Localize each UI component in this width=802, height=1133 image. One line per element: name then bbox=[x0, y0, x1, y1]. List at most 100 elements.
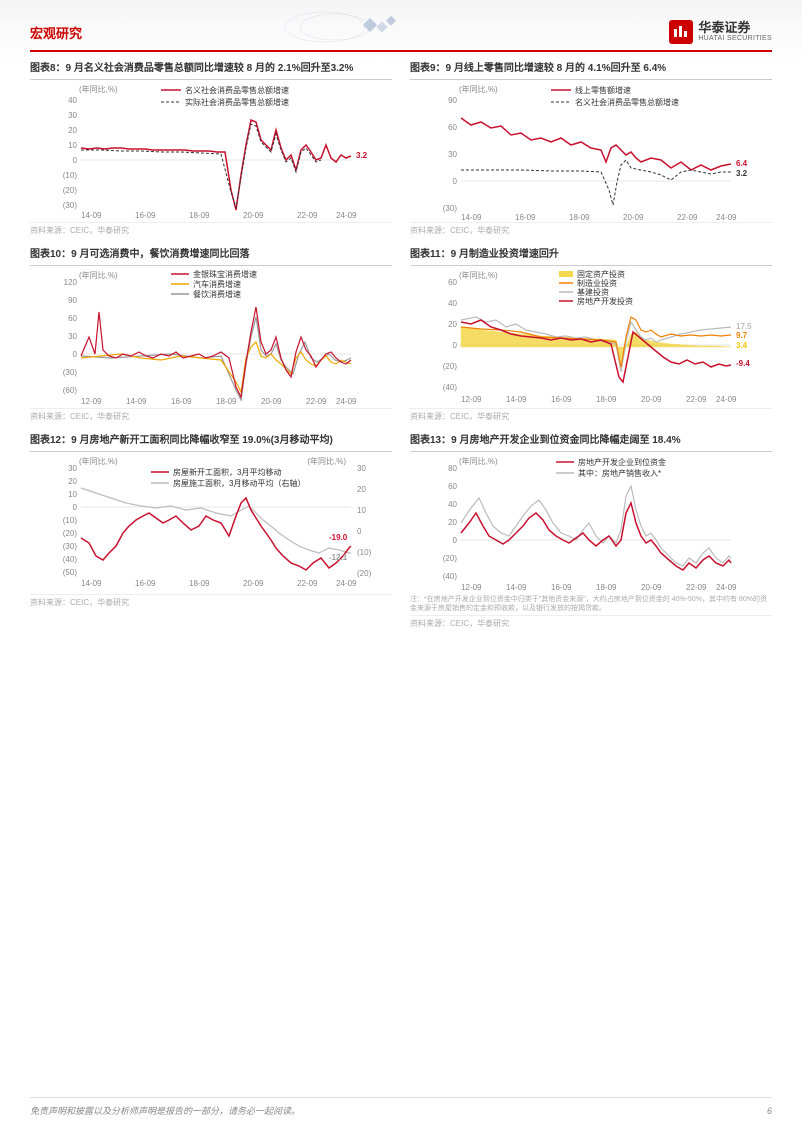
chart-title: 图表10：9 月可选消费中，餐饮消费增速同比回落 bbox=[30, 248, 392, 266]
end-label: 6.4 bbox=[736, 159, 748, 168]
chart-10: 图表10：9 月可选消费中，餐饮消费增速同比回落 (年同比,%) 金银珠宝消费增… bbox=[30, 248, 392, 422]
y-label: (年同比,%) bbox=[459, 270, 498, 280]
svg-text:(10): (10) bbox=[63, 516, 78, 525]
svg-text:18-09: 18-09 bbox=[596, 583, 617, 592]
svg-text:(20): (20) bbox=[443, 554, 458, 563]
source: 资料来源：CEIC，华泰研究 bbox=[30, 408, 392, 422]
svg-text:24-09: 24-09 bbox=[336, 579, 357, 588]
x-axis: 14-09 16-09 18-09 20-09 22-09 24-09 bbox=[81, 211, 357, 220]
svg-text:30: 30 bbox=[448, 150, 457, 159]
svg-text:(10): (10) bbox=[63, 171, 78, 180]
svg-text:18-09: 18-09 bbox=[569, 213, 590, 220]
svg-text:(40): (40) bbox=[63, 555, 78, 564]
svg-text:(40): (40) bbox=[443, 383, 458, 392]
legend: 基建投资 bbox=[577, 287, 609, 297]
chart-title: 图表12：9 月房地产新开工面积同比降幅收窄至 19.0%(3月移动平均) bbox=[30, 434, 392, 452]
svg-text:(30): (30) bbox=[63, 201, 78, 210]
series-1 bbox=[81, 307, 351, 397]
svg-text:20-09: 20-09 bbox=[641, 395, 662, 404]
svg-text:(50): (50) bbox=[63, 568, 78, 577]
series-2 bbox=[461, 160, 731, 205]
svg-text:(30): (30) bbox=[443, 204, 458, 213]
svg-text:(60): (60) bbox=[63, 386, 78, 395]
end-label: 17.5 bbox=[736, 322, 752, 331]
svg-text:22-09: 22-09 bbox=[306, 397, 327, 406]
charts-grid: 图表8：9 月名义社会消费品零售总额同比增速较 8 月的 2.1%回升至3.2%… bbox=[30, 62, 772, 629]
svg-text:60: 60 bbox=[448, 278, 457, 287]
svg-text:10: 10 bbox=[68, 490, 77, 499]
svg-text:16-09: 16-09 bbox=[515, 213, 536, 220]
legend: 金银珠宝消费增速 bbox=[193, 269, 257, 279]
svg-text:14-09: 14-09 bbox=[81, 579, 102, 588]
svg-text:(20): (20) bbox=[63, 186, 78, 195]
svg-text:0: 0 bbox=[357, 527, 362, 536]
svg-text:22-09: 22-09 bbox=[297, 579, 318, 588]
svg-text:30: 30 bbox=[357, 464, 366, 473]
legend: 名义社会消费品零售总额增速 bbox=[575, 97, 679, 107]
legend: 线上零售额增速 bbox=[575, 85, 631, 95]
series-2 bbox=[81, 342, 351, 392]
svg-text:20: 20 bbox=[68, 477, 77, 486]
chart-title: 图表9：9 月线上零售同比增速较 8 月的 4.1%回升至 6.4% bbox=[410, 62, 772, 80]
chart-title: 图表8：9 月名义社会消费品零售总额同比增速较 8 月的 2.1%回升至3.2% bbox=[30, 62, 392, 80]
svg-text:14-09: 14-09 bbox=[506, 583, 527, 592]
svg-text:(20): (20) bbox=[63, 529, 78, 538]
svg-text:14-09: 14-09 bbox=[81, 211, 102, 220]
chart-area: (年同比,%) 房地产开发企业到位资金 其中：房地产销售收入* 80 60 40… bbox=[410, 454, 772, 592]
chart-13: 图表13：9 月房地产开发企业到位资金同比降幅走阔至 18.4% (年同比,%)… bbox=[410, 434, 772, 629]
svg-text:20: 20 bbox=[357, 485, 366, 494]
svg-text:90: 90 bbox=[448, 96, 457, 105]
y-label: (年同比,%) bbox=[79, 84, 118, 94]
svg-text:(40): (40) bbox=[443, 572, 458, 581]
chart-title: 图表11：9 月制造业投资增速回升 bbox=[410, 248, 772, 266]
svg-text:(20): (20) bbox=[357, 569, 372, 578]
svg-text:16-09: 16-09 bbox=[135, 579, 156, 588]
svg-text:0: 0 bbox=[73, 503, 78, 512]
svg-text:0: 0 bbox=[453, 177, 458, 186]
svg-text:24-09: 24-09 bbox=[716, 395, 737, 404]
svg-text:0: 0 bbox=[73, 156, 78, 165]
svg-text:20: 20 bbox=[448, 320, 457, 329]
svg-text:60: 60 bbox=[448, 482, 457, 491]
logo-cn: 华泰证券 bbox=[698, 21, 772, 35]
legend: 实际社会消费品零售总额增速 bbox=[185, 97, 289, 107]
svg-text:16-09: 16-09 bbox=[551, 583, 572, 592]
svg-text:12-09: 12-09 bbox=[81, 397, 102, 406]
svg-text:18-09: 18-09 bbox=[189, 579, 210, 588]
chart-11: 图表11：9 月制造业投资增速回升 (年同比,%) 固定资产投资 制造业投资 基… bbox=[410, 248, 772, 422]
chart-12: 图表12：9 月房地产新开工面积同比降幅收窄至 19.0%(3月移动平均) (年… bbox=[30, 434, 392, 629]
chart-title: 图表13：9 月房地产开发企业到位资金同比降幅走阔至 18.4% bbox=[410, 434, 772, 452]
svg-text:90: 90 bbox=[68, 296, 77, 305]
svg-text:18-09: 18-09 bbox=[596, 395, 617, 404]
page: 宏观研究 华泰证券 HUATAI SECURITIES 图表8：9 月名义社会消… bbox=[0, 0, 802, 1133]
end-label: 3.2 bbox=[356, 151, 368, 160]
source: 资料来源：CEIC，华泰研究 bbox=[30, 594, 392, 608]
svg-text:12-09: 12-09 bbox=[461, 583, 482, 592]
svg-text:14-09: 14-09 bbox=[126, 397, 147, 406]
series-2 bbox=[81, 124, 321, 208]
chart-8: 图表8：9 月名义社会消费品零售总额同比增速较 8 月的 2.1%回升至3.2%… bbox=[30, 62, 392, 236]
legend: 固定资产投资 bbox=[577, 269, 625, 279]
svg-text:14-09: 14-09 bbox=[506, 395, 527, 404]
chart-area: (年同比,%) 名义社会消费品零售总额增速 实际社会消费品零售总额增速 40 3… bbox=[30, 82, 392, 220]
svg-text:60: 60 bbox=[68, 314, 77, 323]
svg-text:20: 20 bbox=[68, 126, 77, 135]
svg-text:30: 30 bbox=[68, 332, 77, 341]
svg-text:30: 30 bbox=[68, 111, 77, 120]
svg-text:16-09: 16-09 bbox=[171, 397, 192, 406]
svg-text:14-09: 14-09 bbox=[461, 213, 482, 220]
svg-text:120: 120 bbox=[64, 278, 78, 287]
y-label: (年同比,%) bbox=[459, 456, 498, 466]
legend: 制造业投资 bbox=[577, 278, 617, 288]
source: 资料来源：CEIC，华泰研究 bbox=[30, 222, 392, 236]
svg-text:24-09: 24-09 bbox=[716, 583, 737, 592]
svg-text:20-09: 20-09 bbox=[261, 397, 282, 406]
svg-text:16-09: 16-09 bbox=[135, 211, 156, 220]
chart-9: 图表9：9 月线上零售同比增速较 8 月的 4.1%回升至 6.4% (年同比,… bbox=[410, 62, 772, 236]
svg-text:16-09: 16-09 bbox=[551, 395, 572, 404]
footer: 免责声明和披露以及分析师声明是报告的一部分，请务必一起阅读。 6 bbox=[30, 1097, 772, 1117]
chart-area: (年同比,%) 金银珠宝消费增速 汽车消费增速 餐饮消费增速 120 90 60… bbox=[30, 268, 392, 406]
legend: 餐饮消费增速 bbox=[193, 289, 241, 299]
y-label: (年同比,%) bbox=[79, 456, 118, 466]
end-label: -9.4 bbox=[736, 359, 750, 368]
